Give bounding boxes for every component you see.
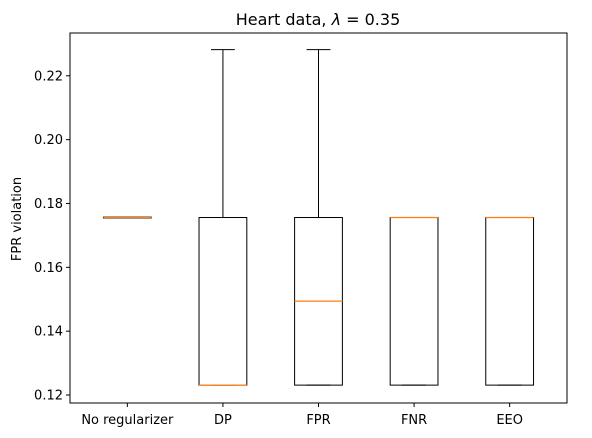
y-tick-label: 0.16 (34, 261, 63, 276)
box-group-3 (389, 216, 439, 386)
box-iqr (198, 217, 248, 386)
box-group-1 (198, 49, 248, 386)
x-tick-label: DP (214, 413, 232, 428)
y-tick-label: 0.20 (34, 133, 63, 148)
chart-title-symbol: λ (331, 10, 341, 29)
x-tick-label: FPR (306, 413, 330, 428)
x-axis-ticks: No regularizer DP FPR FNR EEO (81, 403, 523, 428)
chart-title-prefix: Heart data, (236, 10, 332, 29)
y-tick-label: 0.22 (34, 69, 63, 84)
y-axis-label: FPR violation (10, 177, 25, 261)
x-tick-label: No regularizer (81, 413, 174, 428)
x-tick-label: EEO (496, 413, 523, 428)
x-tick-label: FNR (401, 413, 427, 428)
box-group-2 (294, 49, 343, 386)
plot-content (102, 49, 535, 386)
y-tick-label: 0.12 (34, 389, 63, 404)
box-iqr (389, 217, 439, 386)
y-tick-label: 0.18 (34, 197, 63, 212)
chart-title: Heart data, λ = 0.35 (236, 10, 401, 29)
y-tick-label: 0.14 (34, 325, 63, 340)
y-axis-ticks: 0.12 0.14 0.16 0.18 0.20 0.22 (34, 69, 70, 404)
box-iqr (485, 217, 535, 386)
box-group-0 (102, 216, 152, 219)
box-group-4 (485, 216, 535, 386)
chart-title-suffix: = 0.35 (341, 10, 400, 29)
axes-frame (69, 32, 568, 404)
